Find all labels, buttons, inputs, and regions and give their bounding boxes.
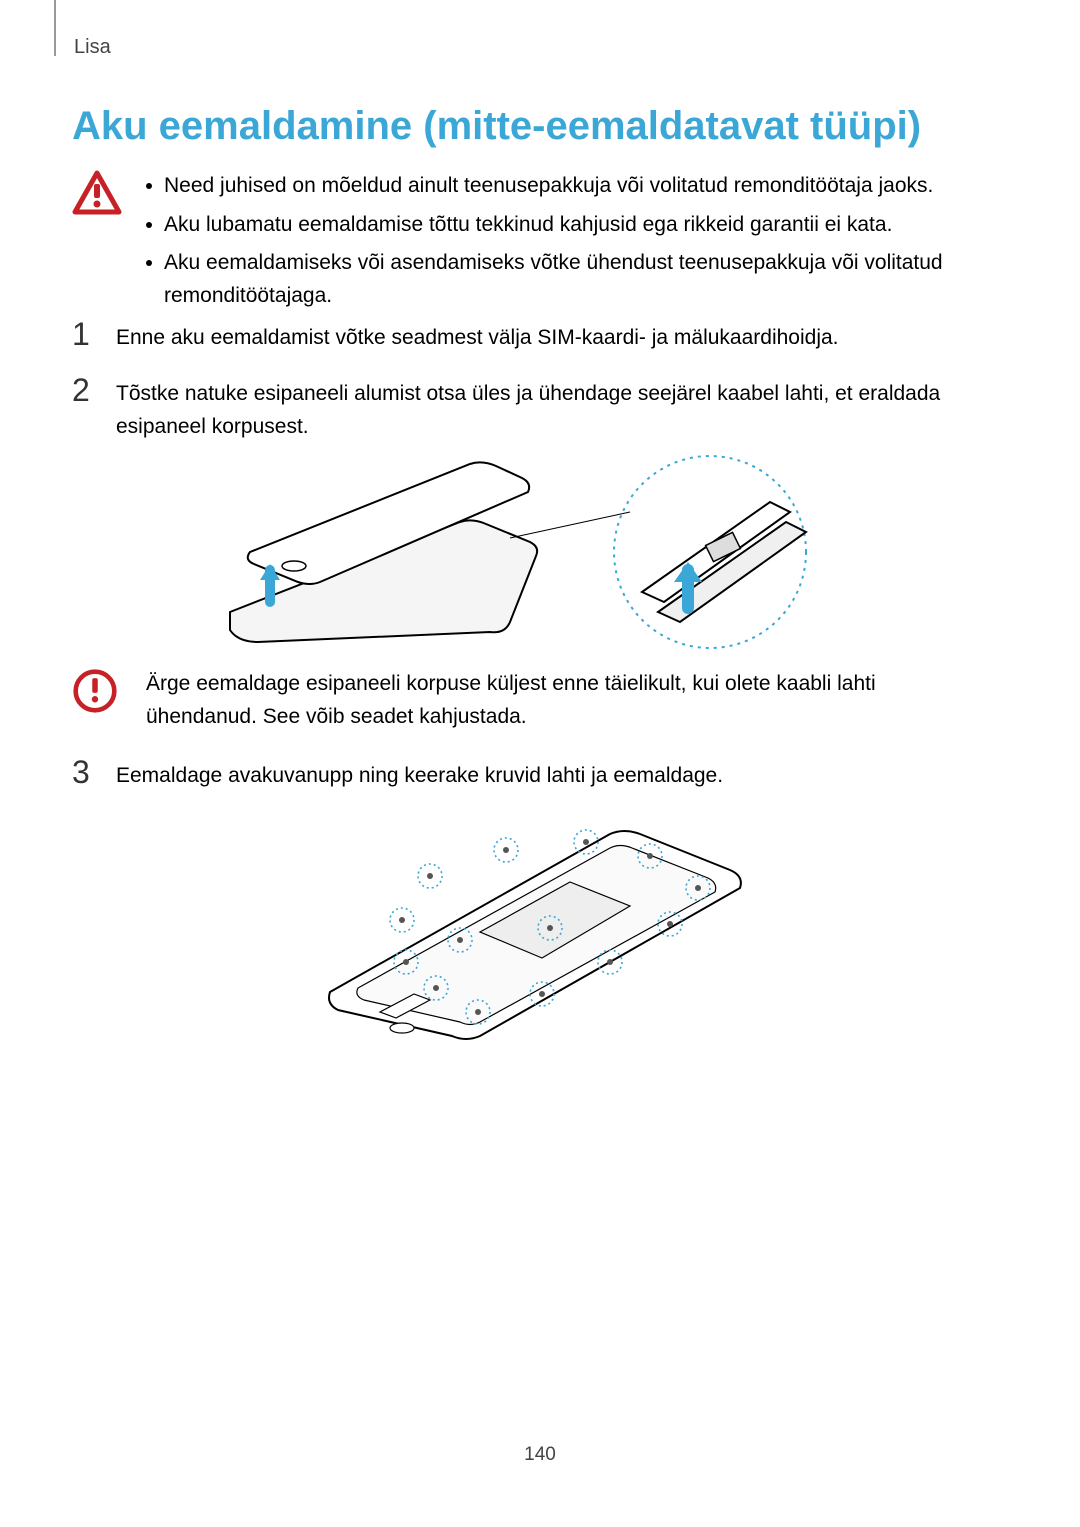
caution-icon	[72, 668, 122, 733]
warning-bullets: Need juhised on mõeldud ainult teenusepa…	[146, 170, 992, 318]
step-number: 2	[72, 374, 96, 443]
warning-bullet: Aku lubamatu eemaldamise tõttu tekkinud …	[146, 209, 992, 242]
figure-screws	[310, 812, 770, 1042]
step-3: 3 Eemaldage avakuvanupp ning keerake kru…	[72, 760, 992, 793]
warning-block: Need juhised on mõeldud ainult teenusepa…	[72, 170, 992, 318]
warning-bullet-text: Aku lubamatu eemaldamise tõttu tekkinud …	[164, 209, 892, 242]
header-rule	[54, 0, 56, 56]
warning-bullet: Aku eemaldamiseks või asendamiseks võtke…	[146, 247, 992, 312]
caution-block: Ärge eemaldage esipaneeli korpuse küljes…	[72, 668, 992, 733]
step-text: Enne aku eemaldamist võtke seadmest välj…	[116, 322, 992, 355]
caution-text: Ärge eemaldage esipaneeli korpuse küljes…	[146, 668, 992, 733]
page-number: 140	[0, 1444, 1080, 1466]
warning-bullet-text: Aku eemaldamiseks või asendamiseks võtke…	[164, 247, 992, 312]
page-title: Aku eemaldamine (mitte-eemaldatavat tüüp…	[72, 104, 921, 149]
warning-bullet: Need juhised on mõeldud ainult teenusepa…	[146, 170, 992, 203]
step-text: Eemaldage avakuvanupp ning keerake kruvi…	[116, 760, 992, 793]
step-1: 1 Enne aku eemaldamist võtke seadmest vä…	[72, 322, 992, 355]
warning-bullet-text: Need juhised on mõeldud ainult teenusepa…	[164, 170, 933, 203]
step-number: 3	[72, 756, 96, 793]
warning-icon	[72, 170, 122, 318]
step-number: 1	[72, 318, 96, 355]
figure-panel-lift	[210, 442, 850, 658]
section-label: Lisa	[74, 36, 111, 59]
step-text: Tõstke natuke esipaneeli alumist otsa ül…	[116, 378, 992, 443]
step-2: 2 Tõstke natuke esipaneeli alumist otsa …	[72, 378, 992, 443]
